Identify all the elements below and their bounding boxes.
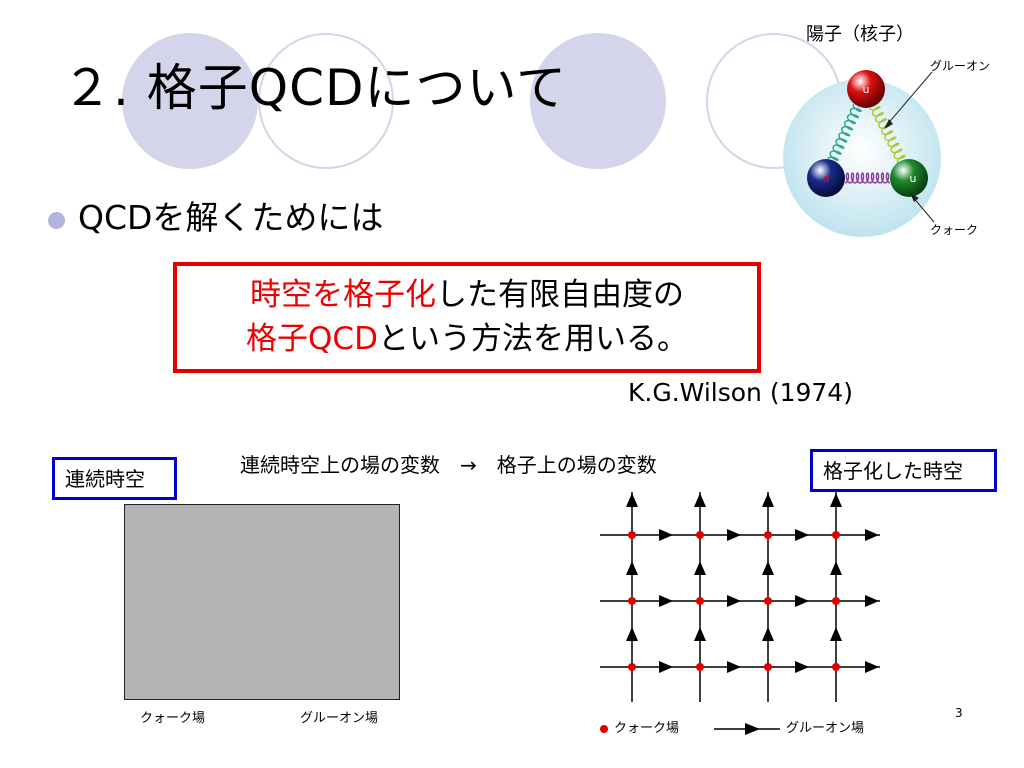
highlight-red-text: 時空を格子化 xyxy=(250,277,436,313)
decor-circle xyxy=(530,33,666,169)
gluon-link-arrow xyxy=(762,493,774,507)
page-number: 3 xyxy=(955,706,963,720)
quark-flavor-label: d xyxy=(823,172,830,185)
gluon-link-arrow xyxy=(762,561,774,575)
quark-site xyxy=(764,597,772,605)
highlight-red-text: 格子QCD xyxy=(246,321,378,357)
gluon-link-arrow xyxy=(795,529,809,541)
continuum-quark-label: クォーク場 xyxy=(140,711,206,726)
quark-pointer xyxy=(911,195,935,223)
gluon-link-arrow xyxy=(830,561,842,575)
quark-site xyxy=(832,663,840,671)
conversion-text: 連続時空上の場の変数 → 格子上の場の変数 xyxy=(240,453,657,477)
gluon-link-arrow xyxy=(865,595,879,607)
gluon-link-arrow xyxy=(830,627,842,641)
legend-quark-label: クォーク場 xyxy=(614,721,680,736)
bullet-icon xyxy=(48,212,65,229)
gluon-link-arrow xyxy=(659,661,673,673)
gluon-link-arrow xyxy=(659,529,673,541)
gluon-spring-icon xyxy=(869,106,906,164)
gluon-link-arrow xyxy=(727,595,741,607)
highlight-line-2: 格子QCDという方法を用いる。 xyxy=(177,317,757,361)
quark-site xyxy=(832,597,840,605)
gluon-link-arrow xyxy=(626,561,638,575)
quark-site xyxy=(764,531,772,539)
quark-site xyxy=(696,597,704,605)
decor-circle-outline xyxy=(706,33,842,169)
gluon-link-arrow xyxy=(659,595,673,607)
gluon-link-arrow xyxy=(865,661,879,673)
gluon-link-arrow xyxy=(626,627,638,641)
quark-u-right xyxy=(890,159,928,197)
gluon-label: グルーオン xyxy=(930,59,991,73)
quark-site xyxy=(832,531,840,539)
gluon-pointer xyxy=(885,71,933,127)
quark-label: クォーク xyxy=(930,223,979,237)
legend-quark-dot xyxy=(600,725,608,733)
continuum-gluon-label: グルーオン場 xyxy=(300,711,379,726)
gluon-pointer-head xyxy=(884,119,893,129)
continuum-label: 連続時空 xyxy=(52,457,177,500)
quark-site xyxy=(628,663,636,671)
highlight-line-1: 時空を格子化した有限自由度の xyxy=(177,273,757,317)
quark-u-top xyxy=(847,70,885,108)
gluon-link-arrow xyxy=(795,595,809,607)
gluon-link-arrow xyxy=(865,529,879,541)
gluon-link-arrow xyxy=(694,561,706,575)
quark-site xyxy=(696,531,704,539)
gluon-link-arrow xyxy=(727,661,741,673)
highlight-text: した有限自由度の xyxy=(436,277,684,313)
proton-title: 陽子（核子） xyxy=(806,24,914,45)
quark-site xyxy=(628,597,636,605)
quark-flavor-label: u xyxy=(863,83,870,96)
gluon-link-arrow xyxy=(694,627,706,641)
lattice-label: 格子化した時空 xyxy=(810,449,997,492)
gluon-link-arrow xyxy=(694,493,706,507)
legend-gluon-arrow xyxy=(745,723,760,735)
citation: K.G.Wilson (1974) xyxy=(628,378,853,407)
gluon-link-arrow xyxy=(795,661,809,673)
decor-circle-outline xyxy=(258,33,394,169)
quark-d-left xyxy=(807,159,845,197)
quark-site xyxy=(628,531,636,539)
continuum-spacetime-rect xyxy=(124,504,400,700)
highlight-text: という方法を用いる。 xyxy=(377,321,688,357)
quark-flavor-label: u xyxy=(910,172,917,185)
decor-circle xyxy=(122,33,258,169)
gluon-link-arrow xyxy=(626,493,638,507)
gluon-spring-icon xyxy=(844,172,891,184)
quark-site xyxy=(764,663,772,671)
gluon-link-arrow xyxy=(727,529,741,541)
highlight-box: 時空を格子化した有限自由度の 格子QCDという方法を用いる。 xyxy=(173,262,761,373)
legend-gluon-label: グルーオン場 xyxy=(786,721,865,736)
slide-title: ２. 格子QCDについて xyxy=(62,59,568,117)
bullet-text: QCDを解くためには xyxy=(78,198,384,237)
quark-pointer-head xyxy=(910,193,919,202)
gluon-link-arrow xyxy=(830,493,842,507)
quark-site xyxy=(696,663,704,671)
gluon-link-arrow xyxy=(762,627,774,641)
